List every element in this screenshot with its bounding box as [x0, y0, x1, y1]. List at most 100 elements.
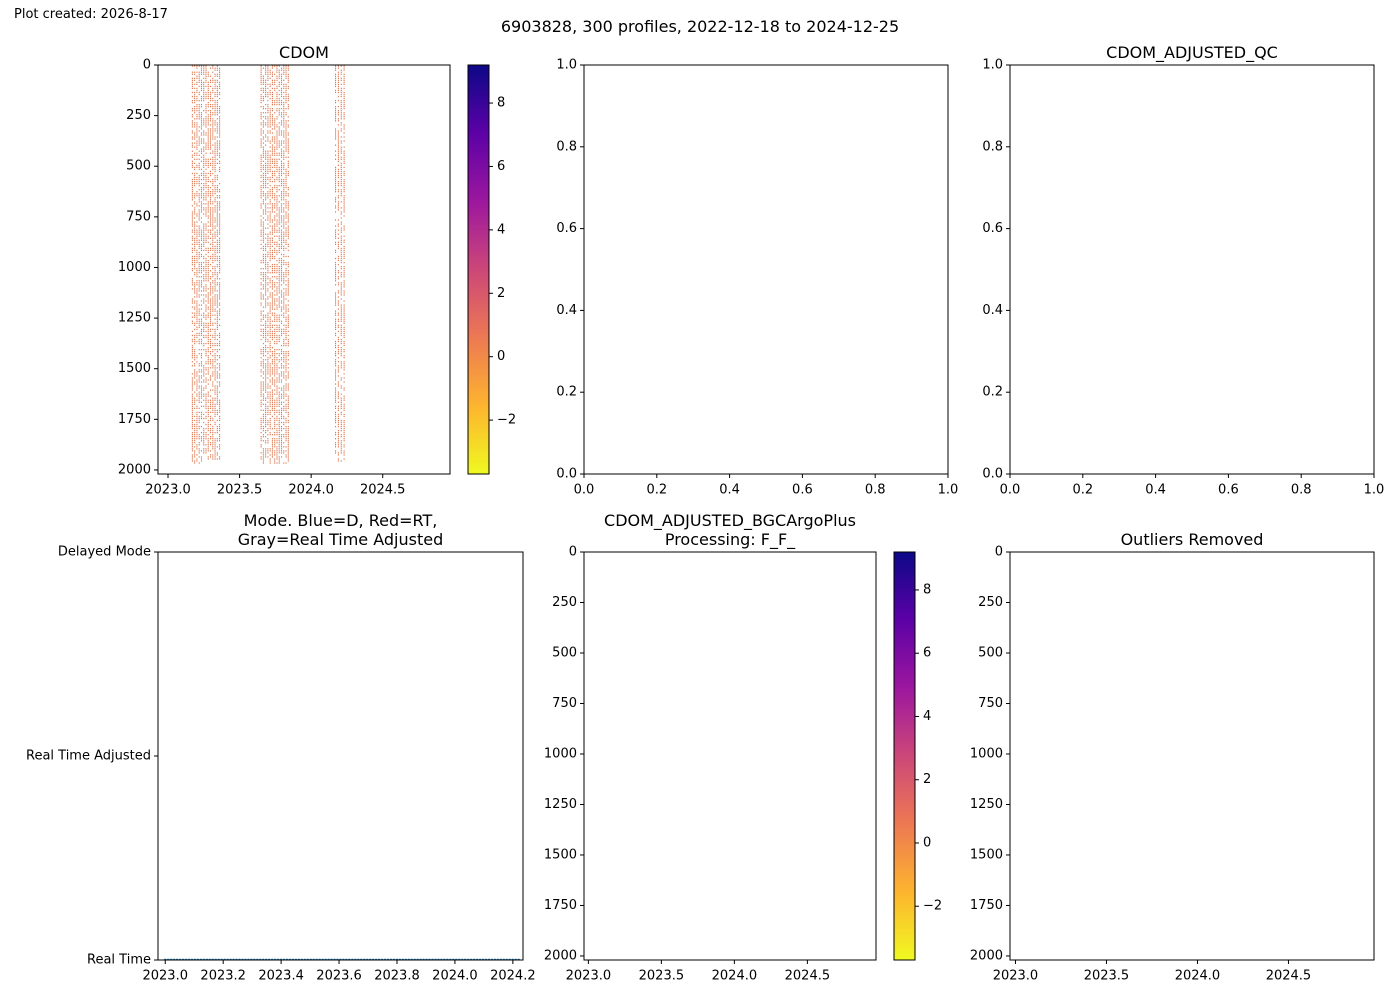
- data-point: [194, 73, 196, 75]
- data-point: [216, 363, 218, 365]
- data-point: [287, 326, 289, 329]
- data-point: [285, 306, 287, 308]
- data-point: [194, 348, 196, 351]
- data-point: [194, 267, 196, 270]
- data-point: [274, 312, 276, 314]
- data-point: [280, 120, 283, 122]
- data-point: [334, 351, 337, 353]
- data-point: [285, 361, 287, 363]
- data-point: [191, 397, 193, 399]
- data-point: [280, 436, 283, 438]
- data-point: [334, 241, 337, 243]
- data-point: [343, 140, 345, 142]
- data-point: [267, 168, 269, 171]
- data-point: [214, 75, 216, 77]
- data-point: [265, 399, 267, 401]
- data-point: [198, 106, 200, 108]
- data-point: [269, 336, 271, 339]
- data-point: [267, 154, 269, 156]
- data-point: [260, 353, 262, 355]
- data-point: [205, 300, 207, 302]
- data-point: [212, 71, 214, 73]
- data-point: [260, 427, 262, 430]
- data-point: [200, 122, 203, 124]
- x-tick-label: 1.0: [1364, 483, 1385, 498]
- data-point: [340, 255, 342, 258]
- data-point: [262, 229, 264, 231]
- data-point: [283, 140, 285, 142]
- data-point: [269, 332, 271, 335]
- data-point: [334, 324, 337, 326]
- data-point: [205, 448, 207, 450]
- data-point: [216, 427, 218, 430]
- data-point: [265, 359, 267, 361]
- data-point: [271, 189, 273, 191]
- data-point: [287, 81, 289, 84]
- data-point: [278, 83, 280, 86]
- data-point: [285, 316, 287, 318]
- data-point: [280, 367, 283, 369]
- data-point: [209, 278, 212, 280]
- data-point: [337, 134, 339, 136]
- data-point: [271, 114, 273, 116]
- data-point: [214, 336, 216, 339]
- data-point: [260, 288, 262, 290]
- data-point: [274, 148, 276, 150]
- data-point: [276, 91, 278, 94]
- data-point: [287, 152, 289, 154]
- data-point: [276, 381, 278, 383]
- data-point: [209, 95, 212, 98]
- data-point: [265, 172, 267, 175]
- data-point: [209, 417, 212, 420]
- data-point: [205, 381, 207, 383]
- data-point: [214, 193, 216, 195]
- data-point: [269, 189, 271, 191]
- data-point: [269, 369, 271, 371]
- data-point: [274, 389, 276, 391]
- data-point: [212, 112, 214, 114]
- data-point: [203, 97, 205, 100]
- data-point: [262, 318, 264, 320]
- data-point: [200, 385, 203, 387]
- data-point: [283, 180, 285, 183]
- data-point: [334, 83, 337, 86]
- data-point: [278, 458, 280, 460]
- data-point: [203, 314, 205, 316]
- data-point: [340, 440, 342, 442]
- data-point: [265, 108, 267, 110]
- data-point: [260, 118, 262, 120]
- data-point: [334, 233, 337, 235]
- data-point: [271, 144, 273, 146]
- data-point: [340, 251, 342, 254]
- data-point: [340, 229, 342, 231]
- data-point: [207, 195, 209, 197]
- data-point: [280, 67, 283, 69]
- data-point: [340, 213, 342, 215]
- data-point: [271, 132, 273, 134]
- data-point: [216, 381, 218, 383]
- data-point: [198, 209, 200, 211]
- data-point: [280, 95, 283, 98]
- data-point: [278, 207, 280, 209]
- data-point: [196, 116, 198, 118]
- data-point: [205, 211, 207, 213]
- data-point: [262, 332, 264, 335]
- data-point: [280, 310, 283, 312]
- data-point: [340, 235, 342, 237]
- data-point: [219, 348, 221, 351]
- data-point: [262, 448, 264, 450]
- data-point: [276, 328, 278, 331]
- data-point: [260, 128, 262, 130]
- data-point: [205, 367, 207, 369]
- data-point: [276, 353, 278, 355]
- data-point: [207, 209, 209, 211]
- data-point: [205, 444, 207, 446]
- data-point: [205, 403, 207, 405]
- data-point: [269, 164, 271, 167]
- data-point: [219, 363, 221, 365]
- data-point: [262, 221, 264, 223]
- data-point: [216, 118, 218, 120]
- data-point: [260, 101, 262, 104]
- data-point: [207, 401, 209, 403]
- data-point: [267, 367, 269, 369]
